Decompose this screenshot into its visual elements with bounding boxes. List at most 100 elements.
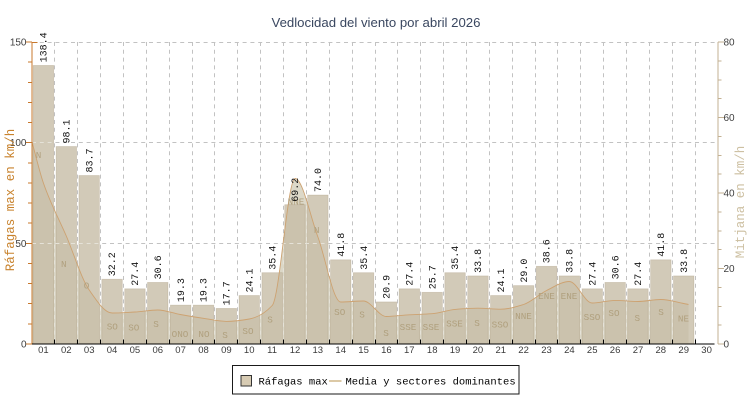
svg-text:28: 28 xyxy=(656,345,667,356)
svg-text:0: 0 xyxy=(21,340,27,351)
svg-text:100: 100 xyxy=(10,138,27,149)
svg-text:27.4: 27.4 xyxy=(406,262,417,286)
svg-text:SSO: SSO xyxy=(584,312,601,323)
svg-text:N: N xyxy=(314,225,320,236)
svg-text:41.8: 41.8 xyxy=(657,233,668,257)
svg-text:SSE: SSE xyxy=(446,319,463,330)
svg-text:24.1: 24.1 xyxy=(497,268,508,292)
svg-text:11: 11 xyxy=(267,345,277,356)
svg-text:O: O xyxy=(84,281,90,292)
svg-text:24: 24 xyxy=(564,345,575,356)
svg-text:07: 07 xyxy=(175,345,186,356)
svg-text:23: 23 xyxy=(541,345,552,356)
svg-text:NNE: NNE xyxy=(288,197,305,208)
svg-text:80: 80 xyxy=(724,38,736,49)
svg-text:02: 02 xyxy=(61,345,72,356)
svg-text:Ráfagas max en km/h: Ráfagas max en km/h xyxy=(4,129,18,272)
svg-text:Mitjana en km/h: Mitjana en km/h xyxy=(734,146,748,259)
svg-text:N: N xyxy=(61,259,67,270)
svg-text:ENE: ENE xyxy=(561,291,578,302)
svg-text:30.6: 30.6 xyxy=(154,255,165,279)
svg-text:19.3: 19.3 xyxy=(177,278,188,302)
svg-text:138.4: 138.4 xyxy=(40,32,51,62)
svg-text:35.4: 35.4 xyxy=(451,246,462,270)
svg-text:SSE: SSE xyxy=(423,322,440,333)
svg-text:N: N xyxy=(36,150,42,161)
svg-text:33.8: 33.8 xyxy=(680,249,691,273)
svg-text:27.4: 27.4 xyxy=(634,262,645,286)
svg-text:18: 18 xyxy=(427,345,438,356)
svg-text:32.2: 32.2 xyxy=(108,252,119,276)
svg-text:25: 25 xyxy=(587,345,598,356)
svg-text:83.7: 83.7 xyxy=(85,148,96,172)
svg-text:20.9: 20.9 xyxy=(383,275,394,299)
svg-text:33.8: 33.8 xyxy=(474,249,485,273)
svg-text:69.2: 69.2 xyxy=(291,178,302,202)
svg-text:10: 10 xyxy=(244,345,255,356)
svg-text:35.4: 35.4 xyxy=(360,246,371,270)
svg-text:Ráfagas max: Ráfagas max xyxy=(259,377,328,389)
svg-text:25.7: 25.7 xyxy=(428,265,439,289)
svg-text:41.8: 41.8 xyxy=(337,233,348,257)
svg-text:17: 17 xyxy=(404,345,415,356)
svg-text:60: 60 xyxy=(724,113,736,124)
svg-text:SO: SO xyxy=(128,323,140,334)
svg-text:74.0: 74.0 xyxy=(314,168,325,192)
svg-text:SO: SO xyxy=(242,326,254,337)
svg-text:S: S xyxy=(222,330,228,341)
svg-text:ENE: ENE xyxy=(538,291,555,302)
svg-text:50: 50 xyxy=(15,239,27,250)
svg-text:SO: SO xyxy=(107,322,119,333)
svg-text:S: S xyxy=(359,310,365,321)
svg-text:SSO: SSO xyxy=(492,320,509,331)
svg-text:40: 40 xyxy=(724,189,736,200)
svg-text:06: 06 xyxy=(153,345,164,356)
svg-text:20: 20 xyxy=(473,345,484,356)
svg-text:19: 19 xyxy=(450,345,461,356)
svg-text:0: 0 xyxy=(724,340,730,351)
svg-text:S: S xyxy=(267,315,273,326)
svg-text:19.3: 19.3 xyxy=(200,278,211,302)
svg-text:SO: SO xyxy=(608,308,620,319)
svg-text:27: 27 xyxy=(633,345,644,356)
svg-text:24.1: 24.1 xyxy=(245,268,256,292)
svg-text:05: 05 xyxy=(130,345,141,356)
svg-text:30: 30 xyxy=(701,345,712,356)
svg-text:13: 13 xyxy=(313,345,324,356)
svg-text:26: 26 xyxy=(610,345,621,356)
svg-text:33.8: 33.8 xyxy=(566,249,577,273)
svg-text:21: 21 xyxy=(496,345,507,356)
svg-text:09: 09 xyxy=(221,345,232,356)
svg-text:ONO: ONO xyxy=(172,329,189,340)
svg-text:29.0: 29.0 xyxy=(520,259,531,283)
svg-text:20: 20 xyxy=(724,264,736,275)
svg-text:04: 04 xyxy=(107,345,118,356)
svg-text:150: 150 xyxy=(10,38,27,49)
svg-text:S: S xyxy=(635,313,641,324)
svg-text:38.6: 38.6 xyxy=(543,239,554,263)
svg-text:35.4: 35.4 xyxy=(268,246,279,270)
svg-text:Media y sectores dominantes: Media y sectores dominantes xyxy=(346,377,516,389)
svg-text:01: 01 xyxy=(38,345,49,356)
svg-text:29: 29 xyxy=(678,345,689,356)
svg-text:98.1: 98.1 xyxy=(63,119,74,143)
svg-text:22: 22 xyxy=(518,345,529,356)
svg-text:17.7: 17.7 xyxy=(223,281,234,305)
svg-text:15: 15 xyxy=(358,345,369,356)
svg-text:12: 12 xyxy=(290,345,301,356)
svg-text:SSE: SSE xyxy=(400,322,417,333)
svg-text:S: S xyxy=(153,319,159,330)
svg-text:08: 08 xyxy=(198,345,209,356)
svg-text:S: S xyxy=(658,307,664,318)
svg-text:S: S xyxy=(474,318,480,329)
svg-text:NO: NO xyxy=(198,329,210,340)
svg-text:16: 16 xyxy=(381,345,392,356)
svg-text:Vedlocidad del viento por abri: Vedlocidad del viento por abril 2026 xyxy=(272,15,481,30)
svg-text:14: 14 xyxy=(335,345,346,356)
svg-text:30.6: 30.6 xyxy=(611,255,622,279)
svg-text:SO: SO xyxy=(334,307,346,318)
svg-text:NNE: NNE xyxy=(515,311,532,322)
svg-text:S: S xyxy=(383,328,389,339)
svg-text:NE: NE xyxy=(678,314,690,325)
svg-text:27.4: 27.4 xyxy=(588,262,599,286)
